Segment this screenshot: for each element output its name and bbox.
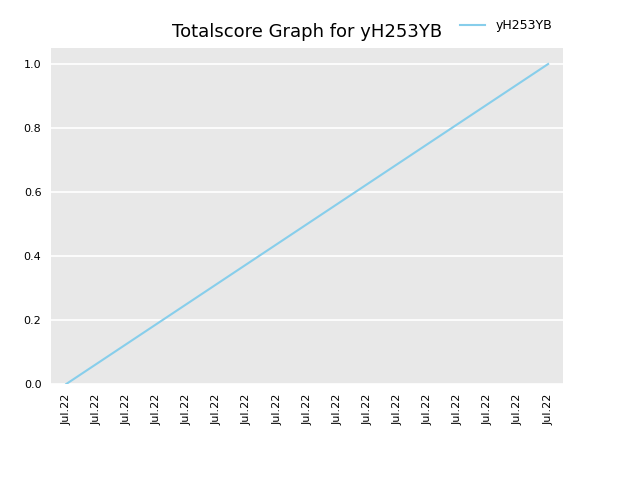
yH253YB: [394, 161, 401, 167]
yH253YB: [484, 101, 492, 107]
yH253YB: [93, 361, 100, 367]
yH253YB: [303, 221, 311, 227]
yH253YB: [544, 61, 552, 67]
yH253YB: [63, 381, 70, 387]
Title: Totalscore Graph for yH253YB: Totalscore Graph for yH253YB: [172, 23, 442, 41]
yH253YB: [243, 261, 251, 267]
yH253YB: [454, 121, 461, 127]
Legend: yH253YB: yH253YB: [455, 14, 557, 37]
yH253YB: [333, 201, 341, 207]
yH253YB: [514, 81, 522, 87]
yH253YB: [153, 321, 161, 327]
yH253YB: [424, 141, 431, 147]
yH253YB: [364, 181, 371, 187]
yH253YB: [213, 281, 221, 287]
yH253YB: [183, 301, 191, 307]
yH253YB: [123, 341, 131, 347]
Line: yH253YB: yH253YB: [67, 64, 548, 384]
yH253YB: [273, 241, 281, 247]
